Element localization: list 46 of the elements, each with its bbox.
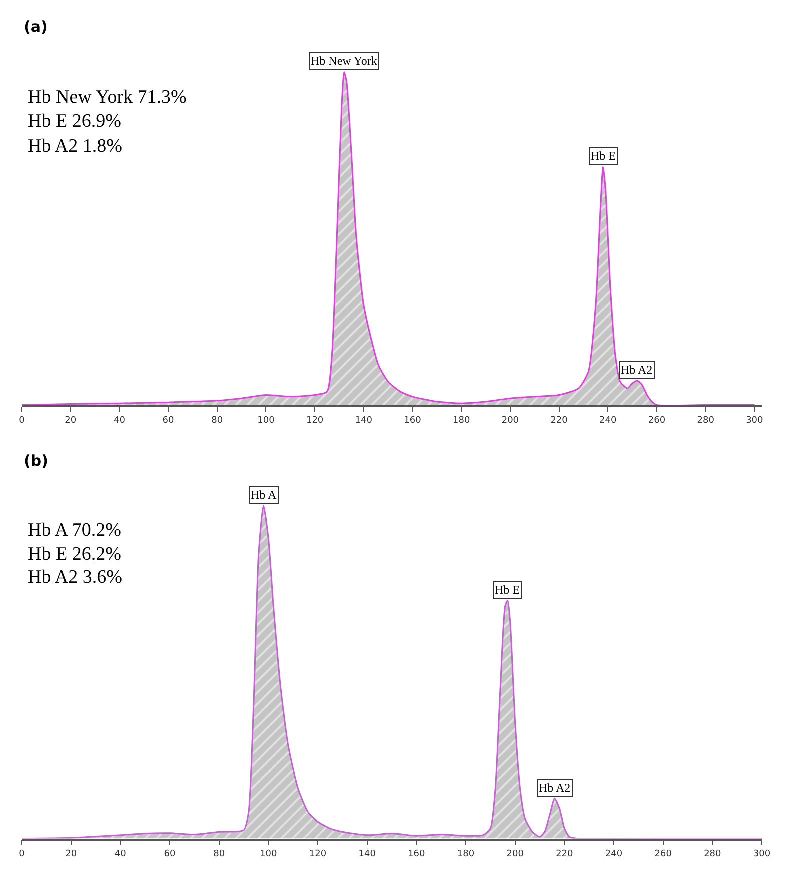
x-tick-label: 40 — [114, 849, 127, 860]
annotation: Hb New York 71.3% — [28, 87, 188, 108]
x-tick-label: 80 — [214, 849, 226, 860]
x-tick-label: 100 — [260, 849, 278, 860]
x-tick-label: 160 — [408, 849, 426, 860]
x-tick-label: 260 — [654, 849, 672, 860]
x-tick-label: 300 — [753, 849, 771, 860]
x-tick-label: 180 — [453, 416, 470, 426]
x-tick-label: 60 — [162, 416, 175, 426]
annotation: Hb E — [495, 583, 520, 597]
x-tick-label: 60 — [164, 849, 176, 860]
x-tick-label: 260 — [648, 416, 666, 426]
x-tick-label: 200 — [502, 416, 520, 426]
x-tick-label: 280 — [704, 849, 722, 860]
annotation: Hb A2 3.6% — [28, 567, 123, 588]
annotation: Hb A2 1.8% — [28, 136, 123, 157]
x-tick-label: 280 — [697, 416, 715, 426]
x-tick-label: 0 — [19, 416, 26, 426]
x-tick-label: 120 — [306, 416, 324, 426]
x-tick-label: 180 — [457, 849, 475, 860]
x-tick-label: 100 — [258, 416, 276, 426]
x-tick-label: 80 — [212, 416, 224, 426]
annotation: Hb A2 — [621, 363, 653, 377]
x-tick-label: 20 — [65, 416, 77, 426]
annotation: Hb New York — [311, 54, 378, 68]
annotation: Hb E 26.9% — [28, 111, 122, 132]
annotation: Hb A — [251, 488, 278, 502]
chart-title: (a) — [24, 18, 48, 36]
x-tick-label: 220 — [556, 849, 574, 860]
x-tick-label: 140 — [358, 849, 376, 860]
x-tick-label: 120 — [309, 849, 327, 860]
annotation: Hb A 70.2% — [28, 520, 122, 541]
x-tick-label: 200 — [506, 849, 524, 860]
x-tick-label: 40 — [114, 416, 126, 426]
x-tick-label: 140 — [355, 416, 373, 426]
x-tick-label: 0 — [19, 849, 26, 860]
x-tick-label: 240 — [605, 849, 623, 860]
x-tick-label: 240 — [600, 416, 617, 426]
chart-title: (b) — [24, 452, 48, 470]
annotation: Hb E — [591, 149, 616, 163]
x-tick-label: 20 — [66, 849, 78, 860]
annotation: Hb A2 — [539, 781, 571, 795]
x-tick-label: 160 — [404, 416, 422, 426]
x-tick-label: 220 — [550, 416, 568, 426]
x-tick-label: 300 — [746, 416, 764, 426]
annotation: Hb E 26.2% — [28, 544, 122, 565]
